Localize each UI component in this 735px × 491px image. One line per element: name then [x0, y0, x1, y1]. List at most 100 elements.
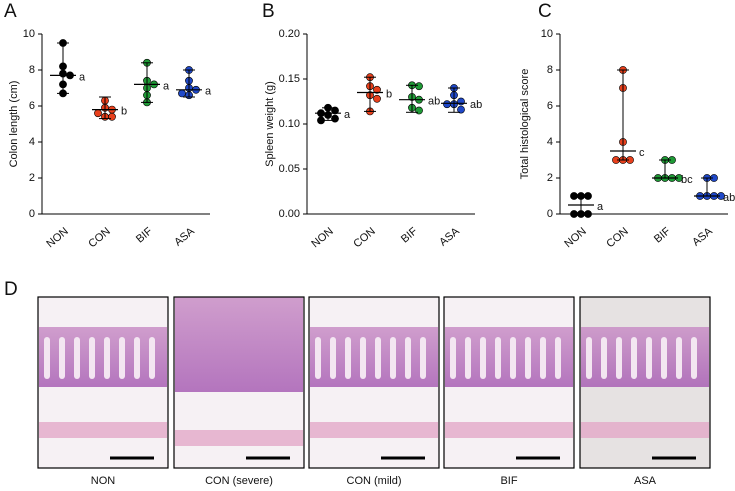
muscle-layer [445, 422, 573, 438]
crypt [420, 337, 426, 379]
crypt [44, 337, 50, 379]
y-tick-label: 2 [547, 172, 553, 184]
y-tick-label: 0.00 [279, 208, 300, 220]
significance-letter: ab [428, 96, 440, 108]
crypt [315, 337, 321, 379]
data-point [457, 97, 465, 106]
significance-letter: a [344, 109, 351, 121]
significance-letter: c [639, 147, 645, 159]
x-tick-label: NON [44, 225, 70, 250]
crypt [119, 337, 125, 379]
crypt [495, 337, 501, 379]
image-caption: CON (severe) [205, 475, 273, 487]
crypt [450, 337, 456, 379]
crypt [480, 337, 486, 379]
data-point [108, 112, 116, 121]
histology-image [173, 296, 305, 469]
x-tick-label: BIF [134, 225, 155, 245]
significance-letter: a [205, 86, 212, 98]
y-tick-label: 10 [541, 28, 553, 40]
data-point [457, 105, 465, 114]
crypt [601, 337, 607, 379]
y-tick-label: 4 [29, 136, 35, 148]
crypt [149, 337, 155, 379]
image-frame [308, 296, 440, 469]
muscle-layer [310, 422, 438, 438]
data-point [443, 100, 451, 109]
y-tick-label: 4 [547, 136, 553, 148]
mucosa [310, 327, 438, 387]
crypt [345, 337, 351, 379]
significance-letter: b [121, 106, 127, 118]
y-tick-label: 0.20 [279, 28, 300, 40]
y-tick-label: 0.15 [279, 73, 300, 85]
significance-letter: ab [470, 99, 482, 111]
significance-letter: bc [681, 174, 693, 186]
y-tick-label: 0.05 [279, 163, 300, 175]
significance-letter: a [79, 71, 86, 83]
data-point [373, 85, 381, 94]
crypt [525, 337, 531, 379]
mucosa [445, 327, 573, 387]
y-tick-label: 0.10 [279, 118, 300, 130]
x-tick-label: CON [604, 225, 630, 250]
image-frame [173, 296, 305, 469]
mucosa [175, 297, 303, 392]
significance-letter: a [597, 201, 604, 213]
crypt [540, 337, 546, 379]
x-tick-label: ASA [437, 225, 462, 249]
significance-letter: b [386, 88, 392, 100]
data-point [415, 82, 423, 91]
data-point [331, 114, 339, 123]
mucosa [39, 327, 167, 387]
mucosa [581, 327, 709, 387]
x-tick-label: CON [86, 225, 112, 250]
y-axis-label: Colon length (cm) [8, 81, 20, 168]
data-point [331, 106, 339, 115]
x-tick-label: NON [562, 225, 588, 250]
histology-image [579, 296, 711, 469]
muscle-layer [581, 422, 709, 438]
crypt [360, 337, 366, 379]
image-caption: BIF [500, 475, 517, 487]
panel-letter: D [4, 279, 18, 300]
x-tick-label: ASA [172, 225, 197, 249]
x-tick-label: CON [351, 225, 377, 250]
crypt [89, 337, 95, 379]
data-point [94, 109, 102, 118]
crypt [661, 337, 667, 379]
crypt [555, 337, 561, 379]
y-tick-label: 6 [547, 100, 553, 112]
y-axis-label: Total histological score [519, 69, 531, 180]
x-tick-label: ASA [690, 225, 715, 249]
image-frame [443, 296, 575, 469]
histology-image [308, 296, 440, 469]
crypt [510, 337, 516, 379]
crypt [616, 337, 622, 379]
crypt [646, 337, 652, 379]
image-frame [37, 296, 169, 469]
panel-letter: C [538, 1, 552, 22]
crypt [59, 337, 65, 379]
crypt [465, 337, 471, 379]
x-tick-label: BIF [652, 225, 673, 245]
y-tick-label: 6 [29, 100, 35, 112]
histology-image [443, 296, 575, 469]
crypt [134, 337, 140, 379]
y-tick-label: 10 [23, 28, 35, 40]
significance-letter: a [163, 80, 170, 92]
crypt [691, 337, 697, 379]
image-caption: CON (mild) [347, 475, 402, 487]
panel-letter: A [4, 1, 17, 22]
significance-letter: ab [723, 192, 735, 204]
muscle-layer [39, 422, 167, 438]
x-tick-label: BIF [399, 225, 420, 245]
crypt [330, 337, 336, 379]
x-tick-label: NON [309, 225, 335, 250]
y-tick-label: 8 [547, 64, 553, 76]
crypt [74, 337, 80, 379]
data-point [415, 106, 423, 115]
y-tick-label: 2 [29, 172, 35, 184]
y-axis-label: Spleen weight (g) [264, 81, 276, 167]
